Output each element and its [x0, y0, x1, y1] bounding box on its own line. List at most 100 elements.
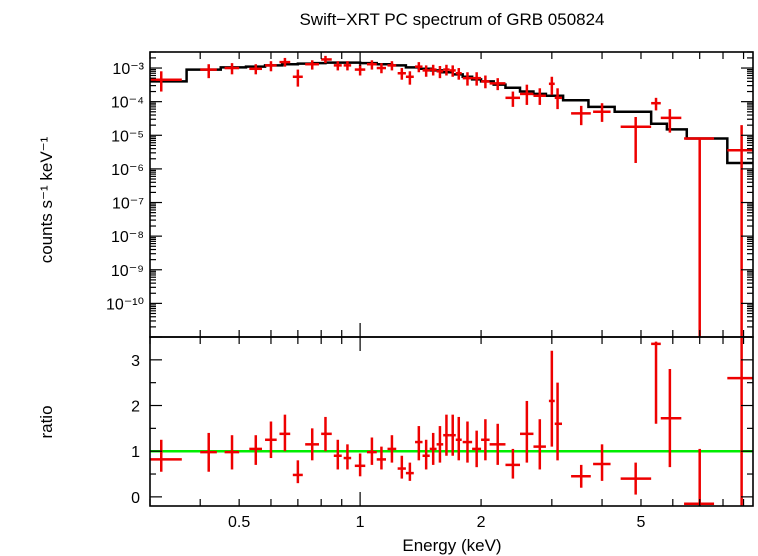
data-point [520, 84, 534, 105]
data-point [422, 65, 430, 77]
x-tick-label: 2 [477, 514, 486, 531]
data-point [449, 65, 456, 77]
data-point [333, 439, 342, 470]
data-point [727, 337, 753, 506]
data-point [429, 64, 437, 76]
data-point [405, 462, 414, 481]
y-tick-label: 10⁻⁹ [111, 263, 144, 280]
data-point [462, 421, 473, 463]
data-point [279, 414, 291, 452]
data-point [292, 460, 303, 484]
data-point [366, 60, 377, 70]
data-point [249, 435, 263, 465]
data-point [684, 448, 715, 506]
data-point [415, 426, 423, 461]
data-point [387, 61, 397, 71]
data-point [571, 464, 591, 488]
data-point [462, 72, 473, 86]
data-point [333, 61, 342, 71]
bottom-plot-frame [149, 336, 754, 507]
y-tick-label: 1 [131, 444, 140, 461]
data-point [660, 368, 682, 468]
data-point [343, 61, 352, 71]
data-point [548, 350, 555, 447]
y-tick-label: 10⁻⁷ [112, 196, 144, 213]
data-point [548, 76, 555, 95]
data-point [249, 64, 263, 75]
y-tick-label: 10⁻⁴ [111, 95, 144, 112]
data-point [593, 444, 611, 481]
data-point [472, 72, 482, 86]
y-tick-label: 10⁻¹⁰ [106, 296, 144, 313]
data-point [620, 116, 652, 163]
data-point [405, 71, 414, 85]
data-point [455, 68, 462, 80]
top-plot-frame [149, 51, 754, 338]
data-point [150, 439, 182, 472]
chart-title: Swift−XRT PC spectrum of GRB 050824 [299, 10, 604, 29]
data-point [292, 69, 303, 87]
data-point [554, 382, 563, 461]
data-point [481, 419, 490, 461]
data-point [200, 432, 217, 472]
data-point [443, 64, 450, 76]
top-y-axis-label: counts s⁻¹ keV⁻¹ [37, 136, 56, 263]
data-point [366, 437, 377, 465]
data-point [684, 137, 715, 337]
data-point [651, 97, 661, 111]
data-point [422, 439, 430, 470]
data-point [489, 78, 506, 91]
data-point [376, 63, 387, 74]
data-point [505, 448, 521, 479]
data-point [279, 57, 291, 67]
data-point [620, 462, 652, 495]
data-point [436, 66, 444, 79]
data-point [481, 75, 490, 89]
data-point [443, 414, 450, 456]
y-tick-label: 10⁻⁸ [111, 229, 144, 246]
data-point [727, 125, 753, 337]
y-tick-label: 10⁻⁶ [111, 162, 144, 179]
x-tick-label: 1 [356, 514, 365, 531]
bottom-y-axis-label: ratio [37, 405, 56, 438]
data-point [265, 61, 277, 72]
data-point [224, 63, 240, 75]
spectrum-panel: 10⁻³ 10⁻⁴ 10⁻⁵ 10⁻⁶ 10⁻⁷ 10⁻⁸ 10⁻⁹ 10⁻¹⁰ [106, 51, 754, 338]
ratio-panel: 0 1 2 3 0.5 1 2 5 [131, 336, 754, 531]
data-point [429, 432, 437, 465]
data-point [593, 103, 611, 122]
y-tick-label: 10⁻⁵ [111, 128, 144, 145]
data-point [321, 55, 332, 64]
data-point [472, 430, 482, 468]
data-point [651, 341, 661, 424]
data-point [571, 105, 591, 126]
data-point [265, 421, 277, 459]
y-tick-label: 10⁻³ [112, 61, 144, 78]
data-point [224, 435, 240, 470]
y-tick-label: 0 [131, 490, 140, 507]
data-point [533, 88, 546, 105]
x-tick-label: 0.5 [228, 514, 250, 531]
data-point [397, 68, 406, 80]
data-point [455, 416, 462, 461]
y-tick-label: 2 [131, 399, 140, 416]
data-point [554, 88, 563, 110]
data-point [200, 64, 217, 79]
data-point [449, 414, 456, 456]
x-axis-label: Energy (keV) [402, 536, 501, 555]
data-point [150, 71, 182, 92]
data-point [520, 400, 534, 463]
data-point [505, 91, 521, 107]
data-point [354, 64, 366, 76]
data-point [387, 435, 397, 463]
data-point [343, 444, 352, 470]
x-tick-label: 5 [637, 514, 646, 531]
y-tick-label: 3 [131, 353, 140, 370]
data-point [397, 455, 406, 479]
data-point [305, 60, 319, 70]
data-point [660, 109, 682, 133]
data-point [321, 416, 332, 452]
data-point [489, 423, 506, 465]
data-point [376, 446, 387, 470]
